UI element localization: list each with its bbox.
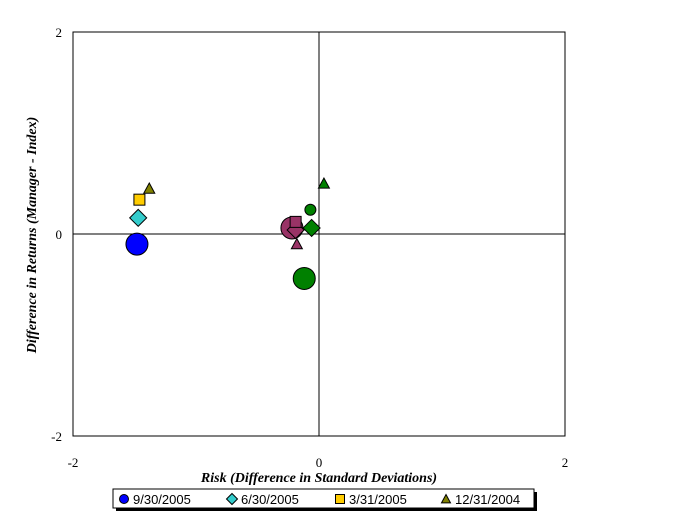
data-point-square [289, 215, 302, 228]
data-point-diamond [302, 218, 321, 238]
legend-label: 12/31/2004 [455, 492, 520, 507]
data-point-triangle [317, 176, 331, 189]
legend-items: 9/30/2005 6/30/2005 3/31/2005 12/31/2004 [119, 492, 520, 507]
data-point-triangle [290, 237, 304, 250]
legend: 9/30/2005 6/30/2005 3/31/2005 12/31/2004 [112, 488, 537, 511]
data-point-square [133, 193, 146, 206]
y-tick-label: 2 [56, 25, 63, 40]
data-point-diamond [128, 208, 148, 228]
legend-marker-square [335, 494, 345, 504]
legend-label: 3/31/2005 [349, 492, 407, 507]
y-tick-label: 0 [56, 227, 63, 242]
legend-marker-triangle [440, 493, 452, 504]
y-axis-title: Difference in Returns (Manager - Index) [25, 117, 40, 355]
legend-box [112, 488, 535, 509]
x-axis-title: Risk (Difference in Standard Deviations) [200, 471, 437, 486]
x-tick-label: -2 [68, 455, 79, 470]
data-points [125, 176, 331, 290]
x-tick-label: 0 [316, 455, 323, 470]
data-point-circle [125, 232, 149, 256]
legend-label: 9/30/2005 [133, 492, 191, 507]
x-axis-ticks: -2 0 2 [68, 455, 569, 470]
data-point-circle [304, 203, 317, 216]
y-axis-ticks: -2 0 2 [51, 25, 62, 444]
data-point-circle [292, 266, 316, 290]
legend-marker-circle [119, 494, 129, 504]
y-tick-label: -2 [51, 429, 62, 444]
x-tick-label: 2 [562, 455, 569, 470]
legend-marker-diamond [225, 492, 239, 506]
data-point-triangle [142, 181, 156, 194]
legend-label: 6/30/2005 [241, 492, 299, 507]
